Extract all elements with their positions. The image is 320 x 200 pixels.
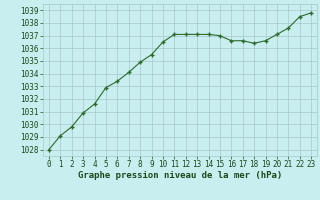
X-axis label: Graphe pression niveau de la mer (hPa): Graphe pression niveau de la mer (hPa): [78, 171, 282, 180]
